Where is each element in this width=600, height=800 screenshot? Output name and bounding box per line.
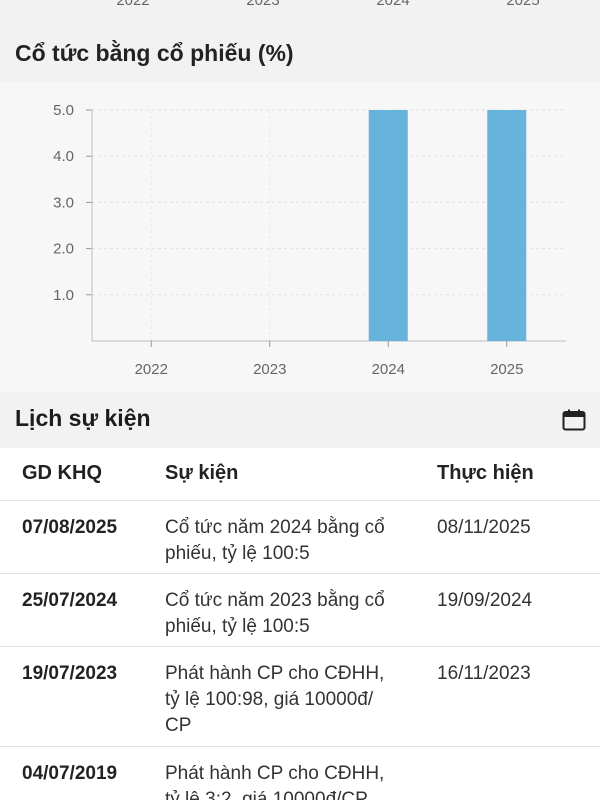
event-line: tỷ lệ 100:98, giá 10000đ/ bbox=[165, 689, 374, 710]
table-row[interactable]: 04/07/2019 Phát hành CP cho CĐHH, tỷ lệ 3:… bbox=[0, 746, 600, 800]
execution-date-cell: 08/11/2025 bbox=[437, 517, 531, 538]
bar bbox=[368, 110, 408, 341]
bar bbox=[487, 110, 527, 341]
y-tick-label: 2.0 bbox=[53, 241, 74, 258]
event-line: tỷ lệ 3:2, giá 10000đ/CP bbox=[165, 789, 368, 800]
previous-chart-tick-label: 2024 bbox=[376, 0, 410, 9]
calendar-icon[interactable] bbox=[562, 409, 586, 431]
y-tick-label: 4.0 bbox=[53, 148, 74, 165]
event-cell: Phát hành CP cho CĐHH, tỷ lệ 100:98, giá … bbox=[165, 661, 384, 739]
y-tick-label: 5.0 bbox=[53, 102, 74, 119]
event-cell: Cổ tức năm 2023 bằng cổ phiếu, tỷ lệ 100:… bbox=[165, 588, 385, 640]
section-title: Cổ tức bằng cổ phiếu (%) bbox=[15, 40, 294, 66]
ex-date-cell: 19/07/2023 bbox=[22, 663, 118, 684]
x-tick-label: 2025 bbox=[490, 361, 523, 378]
column-header-ex-date: GD KHQ bbox=[22, 462, 102, 484]
table-header: GD KHQ Sự kiện Thực hiện bbox=[0, 448, 600, 500]
event-line: Cổ tức năm 2023 bằng cổ bbox=[165, 590, 385, 611]
event-line: Phát hành CP cho CĐHH, bbox=[165, 763, 385, 784]
ex-date-cell: 07/08/2025 bbox=[22, 517, 118, 538]
table-row[interactable]: 19/07/2023 Phát hành CP cho CĐHH, tỷ lệ 10… bbox=[0, 646, 600, 746]
previous-chart-tick-label: 2025 bbox=[506, 0, 540, 9]
table-row[interactable]: 25/07/2024 Cổ tức năm 2023 bằng cổ phiếu, … bbox=[0, 573, 600, 646]
stock-dividend-chart: 1.0 2.0 3.0 4.0 5.0 2022 2023 2024 2025 bbox=[0, 82, 600, 392]
previous-chart-tick-label: 2022 bbox=[116, 0, 150, 9]
y-tick-label: 3.0 bbox=[53, 194, 74, 211]
previous-chart-x-axis: 2022 2023 2024 2025 bbox=[0, 0, 600, 10]
events-table: GD KHQ Sự kiện Thực hiện 07/08/2025 Cổ tứ… bbox=[0, 448, 600, 800]
chart-svg: 1.0 2.0 3.0 4.0 5.0 2022 2023 2024 2025 bbox=[53, 102, 566, 378]
column-header-execution: Thực hiện bbox=[437, 462, 534, 484]
event-line: Cổ tức năm 2024 bằng cổ bbox=[165, 517, 385, 538]
previous-chart-tick-label: 2023 bbox=[246, 0, 280, 9]
x-tick-label: 2024 bbox=[372, 361, 405, 378]
event-line: phiếu, tỷ lệ 100:5 bbox=[165, 616, 310, 637]
ex-date-cell: 25/07/2024 bbox=[22, 590, 118, 611]
event-line: Phát hành CP cho CĐHH, bbox=[165, 663, 385, 684]
x-tick-label: 2022 bbox=[135, 361, 168, 378]
execution-date-cell: 19/09/2024 bbox=[437, 590, 533, 611]
table-row[interactable]: 07/08/2025 Cổ tức năm 2024 bằng cổ phiếu, … bbox=[0, 500, 600, 573]
execution-date-cell: 16/11/2023 bbox=[437, 663, 531, 684]
event-cell: Phát hành CP cho CĐHH, tỷ lệ 3:2, giá 100… bbox=[165, 761, 384, 800]
x-tick-label: 2023 bbox=[253, 361, 286, 378]
events-title: Lịch sự kiện bbox=[15, 405, 151, 431]
event-line: CP bbox=[165, 715, 192, 736]
event-cell: Cổ tức năm 2024 bằng cổ phiếu, tỷ lệ 100:… bbox=[165, 515, 385, 567]
event-line: phiếu, tỷ lệ 100:5 bbox=[165, 543, 310, 564]
y-tick-label: 1.0 bbox=[53, 287, 74, 304]
ex-date-cell: 04/07/2019 bbox=[22, 763, 118, 784]
column-header-event: Sự kiện bbox=[165, 462, 239, 484]
